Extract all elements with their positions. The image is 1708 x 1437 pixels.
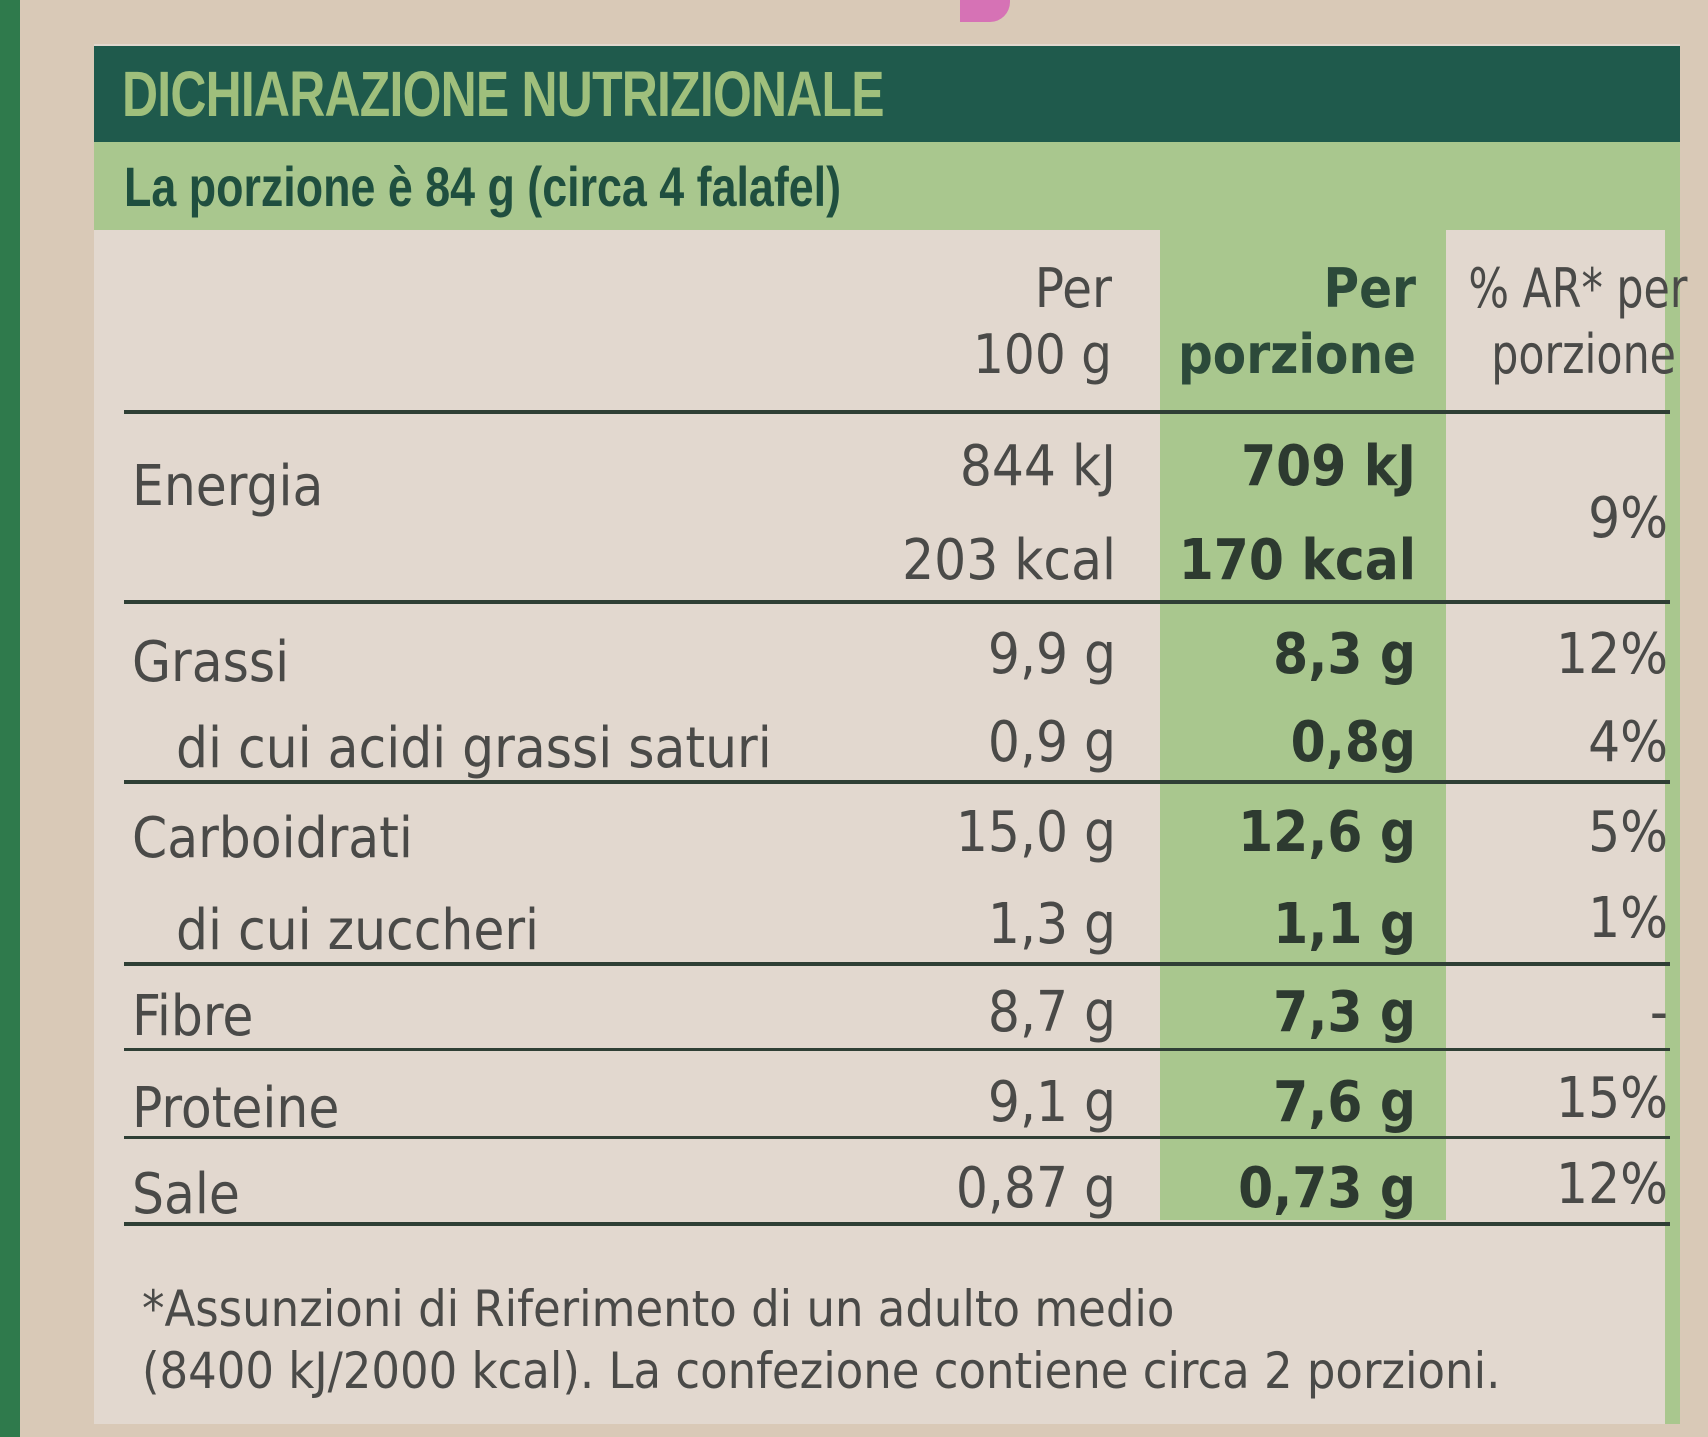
carboidrati-ar: 5% bbox=[1588, 800, 1668, 865]
header-per-100g: Per 100 g bbox=[973, 257, 1112, 386]
row-label-proteine: Proteine bbox=[132, 1076, 340, 1141]
grassi-100g: 9,9 g bbox=[987, 622, 1116, 687]
divider bbox=[124, 1048, 1670, 1051]
right-green-strip bbox=[1665, 230, 1680, 1424]
divider bbox=[124, 962, 1670, 966]
carboidrati-portion: 12,6 g bbox=[1238, 800, 1416, 865]
row-label-carboidrati: Carboidrati bbox=[132, 806, 413, 871]
grassi-ar: 12% bbox=[1556, 622, 1668, 687]
divider bbox=[124, 410, 1670, 414]
footnote-line-2: (8400 kJ/2000 kcal). La confezione conti… bbox=[142, 1342, 1501, 1400]
row-label-sale: Sale bbox=[132, 1162, 240, 1227]
sale-portion: 0,73 g bbox=[1238, 1156, 1416, 1221]
package-pink-mark bbox=[960, 0, 1010, 22]
header-per-portion: Per porzione bbox=[1178, 257, 1416, 386]
row-label-energia: Energia bbox=[132, 454, 324, 519]
sale-100g: 0,87 g bbox=[955, 1156, 1116, 1221]
zuccheri-100g: 1,3 g bbox=[987, 892, 1116, 957]
fibre-ar: - bbox=[1649, 980, 1668, 1045]
energia-ar: 9% bbox=[1588, 486, 1668, 551]
divider bbox=[124, 780, 1670, 784]
proteine-ar: 15% bbox=[1556, 1066, 1668, 1131]
portion-bar: La porzione è 84 g (circa 4 falafel) bbox=[94, 142, 1680, 230]
fibre-portion: 7,3 g bbox=[1273, 980, 1416, 1045]
per-portion-column-bg bbox=[1160, 230, 1446, 1220]
row-label-zuccheri: di cui zuccheri bbox=[176, 898, 540, 963]
saturi-ar: 4% bbox=[1588, 710, 1668, 775]
sale-ar: 12% bbox=[1556, 1152, 1668, 1217]
energia-kcal-portion: 170 kcal bbox=[1178, 528, 1416, 593]
saturi-100g: 0,9 g bbox=[987, 710, 1116, 775]
divider bbox=[124, 1222, 1670, 1226]
carboidrati-100g: 15,0 g bbox=[955, 800, 1116, 865]
row-label-fibre: Fibre bbox=[132, 984, 254, 1049]
proteine-portion: 7,6 g bbox=[1273, 1070, 1416, 1135]
divider bbox=[124, 600, 1670, 604]
header-ar-percent: % AR* per porzione bbox=[1468, 257, 1688, 386]
divider bbox=[124, 1136, 1670, 1139]
saturi-portion: 0,8g bbox=[1290, 710, 1416, 775]
nutrition-title: DICHIARAZIONE NUTRIZIONALE bbox=[122, 58, 885, 130]
footnote: *Assunzioni di Riferimento di un adulto … bbox=[142, 1278, 1500, 1402]
grassi-portion: 8,3 g bbox=[1273, 622, 1416, 687]
energia-kj-portion: 709 kJ bbox=[1241, 434, 1416, 499]
proteine-100g: 9,1 g bbox=[987, 1070, 1116, 1135]
portion-text: La porzione è 84 g (circa 4 falafel) bbox=[124, 154, 842, 218]
zuccheri-portion: 1,1 g bbox=[1273, 892, 1416, 957]
energia-kj-100g: 844 kJ bbox=[959, 434, 1116, 499]
footnote-line-1: *Assunzioni di Riferimento di un adulto … bbox=[142, 1280, 1175, 1338]
row-label-saturi: di cui acidi grassi saturi bbox=[176, 716, 772, 781]
fibre-100g: 8,7 g bbox=[987, 980, 1116, 1045]
energia-kcal-100g: 203 kcal bbox=[902, 528, 1116, 593]
package-green-edge bbox=[0, 0, 20, 1437]
zuccheri-ar: 1% bbox=[1588, 886, 1668, 951]
row-label-grassi: Grassi bbox=[132, 630, 290, 695]
nutrition-header: DICHIARAZIONE NUTRIZIONALE bbox=[94, 46, 1680, 142]
